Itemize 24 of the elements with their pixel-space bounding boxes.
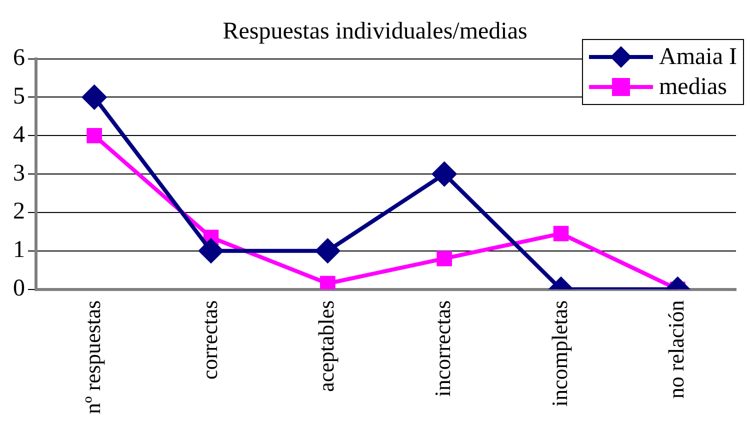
y-tick-label: 6 — [13, 45, 25, 72]
y-tick-label: 0 — [13, 276, 25, 302]
y-tick-label: 2 — [13, 198, 25, 225]
x-tick-label: incompletas — [546, 300, 572, 407]
y-tick-label: 5 — [13, 84, 25, 110]
point — [436, 250, 452, 266]
legend-label: Amaia I — [659, 42, 737, 72]
point — [320, 276, 336, 290]
x-tick-label: nº respuestas — [80, 300, 106, 414]
point — [199, 238, 223, 263]
point — [553, 226, 569, 242]
point — [316, 238, 340, 263]
point — [86, 128, 102, 144]
point — [432, 162, 456, 186]
x-tick-label: correctas — [196, 300, 222, 380]
chart-title: Respuestas individuales/medias — [222, 18, 528, 45]
x-tick-label: aceptables — [313, 300, 338, 392]
y-tick-label: 1 — [13, 237, 25, 264]
legend-label: medias — [659, 72, 727, 102]
x-tick-label: incorrectas — [430, 300, 456, 397]
y-tick-label: 4 — [13, 122, 25, 148]
y-tick-label: 3 — [13, 160, 25, 186]
point — [82, 85, 106, 110]
x-tick-label: no relación — [663, 300, 688, 399]
